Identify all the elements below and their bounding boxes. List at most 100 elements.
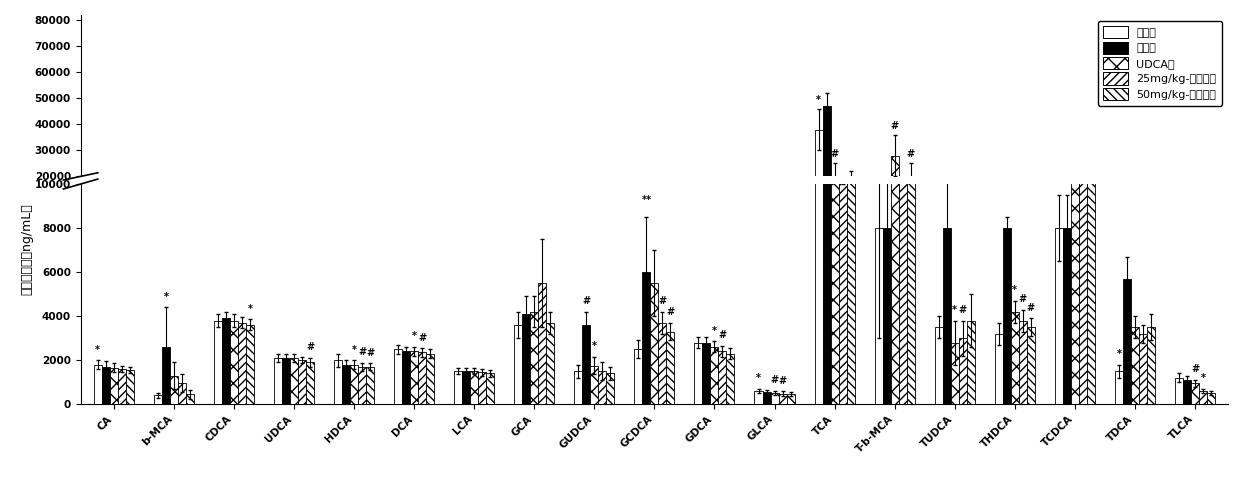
Bar [454, 225, 463, 229]
Bar [967, 219, 975, 229]
Bar [831, 177, 838, 229]
Bar [522, 314, 531, 404]
Bar [118, 369, 125, 404]
Bar [486, 225, 495, 229]
Bar [754, 391, 763, 404]
Bar [418, 223, 427, 229]
Bar [1087, 118, 1095, 404]
Bar [590, 366, 599, 404]
Bar [763, 392, 770, 404]
Bar [1207, 393, 1215, 404]
Bar [94, 224, 102, 229]
Bar [238, 323, 246, 404]
Bar [822, 0, 831, 404]
Bar [1138, 334, 1147, 404]
Bar [515, 219, 522, 229]
Bar [822, 106, 831, 229]
Bar [942, 208, 951, 229]
Bar [1147, 327, 1154, 404]
Bar [1199, 227, 1207, 229]
Bar [959, 338, 967, 404]
Bar [470, 225, 479, 229]
Bar [1063, 228, 1071, 404]
Bar [1087, 195, 1095, 229]
Bar [899, 190, 906, 229]
Text: *: * [248, 304, 253, 314]
Text: #: # [418, 332, 427, 342]
Bar [1183, 226, 1190, 229]
Bar [1011, 312, 1019, 404]
Bar [994, 220, 1003, 229]
Bar [1131, 220, 1138, 229]
Bar [599, 371, 606, 404]
Bar [479, 372, 486, 404]
Text: #: # [779, 376, 786, 386]
Bar [1147, 220, 1154, 229]
Bar [154, 228, 162, 229]
Bar [463, 371, 470, 404]
Text: *: * [95, 345, 100, 355]
Text: #: # [1019, 294, 1027, 304]
Bar [186, 394, 193, 404]
Bar [838, 118, 847, 404]
Bar [1123, 214, 1131, 229]
Bar [154, 395, 162, 404]
Bar [102, 367, 110, 404]
Bar [102, 224, 110, 229]
Bar [486, 373, 495, 404]
Bar [1063, 208, 1071, 229]
Bar [177, 226, 186, 229]
Bar [951, 221, 959, 229]
Text: #: # [358, 347, 366, 357]
Bar [711, 222, 718, 229]
Bar [229, 219, 238, 229]
Bar [899, 74, 906, 404]
Bar [770, 227, 779, 229]
Bar [238, 219, 246, 229]
Bar [246, 325, 254, 404]
Text: #: # [831, 149, 838, 159]
Bar [274, 223, 281, 229]
Bar [290, 358, 298, 404]
Bar [702, 221, 711, 229]
Bar [1055, 208, 1063, 229]
Bar [177, 383, 186, 404]
Bar [125, 225, 134, 229]
Bar [1123, 279, 1131, 404]
Bar [334, 360, 342, 404]
Bar [815, 0, 822, 404]
Bar [298, 360, 306, 404]
Bar [883, 228, 890, 404]
Bar [1055, 228, 1063, 404]
Bar [666, 220, 675, 229]
Bar [538, 214, 547, 229]
Bar [274, 358, 281, 404]
Bar [935, 220, 942, 229]
Bar [213, 320, 222, 404]
Text: *: * [1200, 373, 1205, 383]
Bar [994, 334, 1003, 404]
Bar [651, 283, 658, 404]
Text: #: # [583, 296, 590, 306]
Bar [606, 225, 614, 229]
Bar [1079, 192, 1087, 229]
Bar [170, 225, 177, 229]
Bar [635, 222, 642, 229]
Bar [479, 225, 486, 229]
Bar [1071, 85, 1079, 404]
Bar [531, 312, 538, 404]
Bar [702, 342, 711, 404]
Bar [694, 221, 702, 229]
Bar [229, 320, 238, 404]
Bar [342, 365, 350, 404]
Text: #: # [959, 305, 967, 315]
Bar [1138, 220, 1147, 229]
Bar [906, 177, 915, 229]
Bar [410, 351, 418, 404]
Text: **: ** [641, 195, 651, 205]
Text: #: # [1190, 364, 1199, 374]
Bar [763, 227, 770, 229]
Bar [470, 371, 479, 404]
Text: *: * [164, 292, 169, 302]
Bar [222, 219, 229, 229]
